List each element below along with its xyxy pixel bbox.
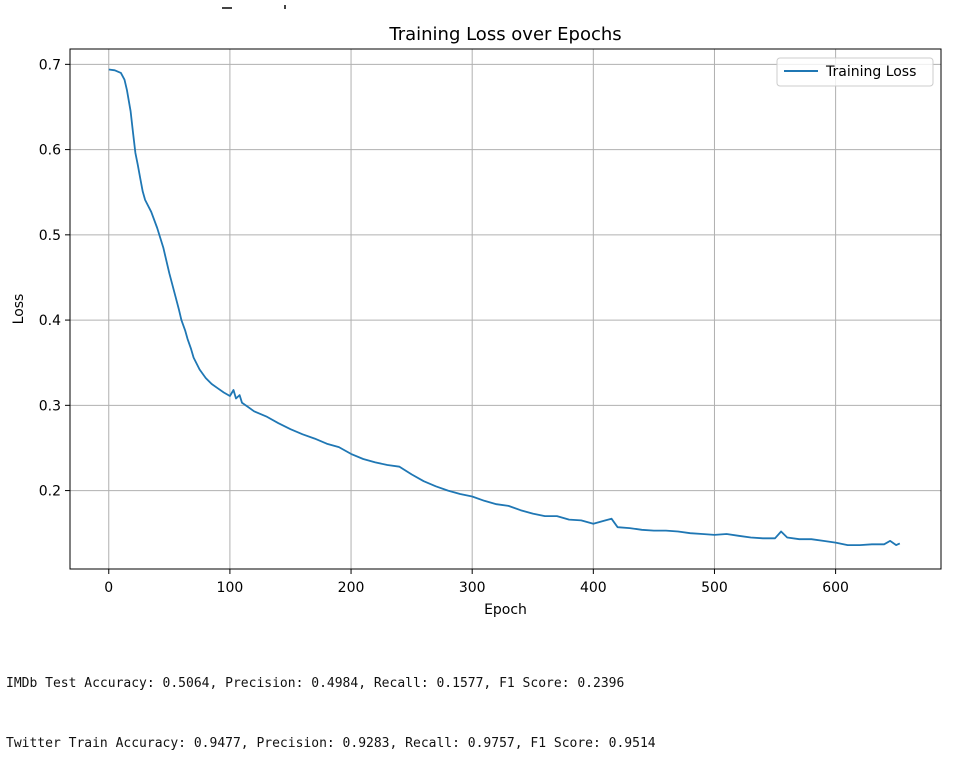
x-tick-label: 600: [822, 580, 849, 596]
legend: Training Loss: [776, 57, 934, 87]
x-tick-label: 200: [338, 580, 365, 596]
y-tick-label: 0.7: [39, 57, 61, 73]
y-axis-label: Loss: [11, 294, 27, 325]
y-tick-label: 0.6: [39, 143, 61, 159]
x-tick-label: 100: [217, 580, 244, 596]
x-tick-label: 0: [104, 580, 113, 596]
legend-label: Training Loss: [825, 64, 916, 80]
legend-box: [776, 57, 934, 87]
output-console: IMDb Test Accuracy: 0.5064, Precision: 0…: [6, 634, 656, 774]
y-tick-label: 0.3: [39, 398, 61, 414]
y-tick-label: 0.2: [39, 484, 61, 500]
clipped-top-fragment: [222, 7, 232, 9]
x-tick-label: 400: [580, 580, 607, 596]
x-tick-label: 500: [701, 580, 728, 596]
clipped-top-fragment: [284, 5, 286, 9]
x-axis: 0 100 200 300 400 500 600: [104, 569, 849, 596]
y-tick-label: 0.5: [39, 228, 61, 244]
x-tick-label: 300: [459, 580, 486, 596]
output-line-twitter: Twitter Train Accuracy: 0.9477, Precisio…: [6, 736, 656, 751]
chart-title: Training Loss over Epochs: [388, 24, 621, 45]
loss-chart: 0 100 200 300 400 500 600 0.2 0.3 0.4 0.5 0.6 0.7 T…: [11, 24, 942, 618]
y-tick-label: 0.4: [39, 313, 61, 329]
x-axis-label: Epoch: [484, 602, 527, 618]
plot-frame: [69, 48, 942, 570]
training-loss-line: [108, 68, 901, 546]
y-axis: 0.2 0.3 0.4 0.5 0.6 0.7: [39, 57, 70, 500]
grid-lines: [70, 49, 941, 569]
output-line-imdb: IMDb Test Accuracy: 0.5064, Precision: 0…: [6, 676, 625, 691]
